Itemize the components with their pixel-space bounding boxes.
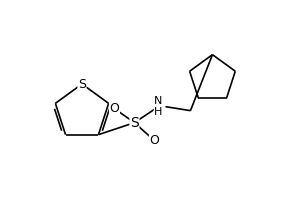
Text: O: O [110,102,119,115]
Text: S: S [78,77,86,90]
Text: S: S [130,116,139,130]
Text: O: O [149,134,159,147]
Text: N
H: N H [154,96,163,117]
